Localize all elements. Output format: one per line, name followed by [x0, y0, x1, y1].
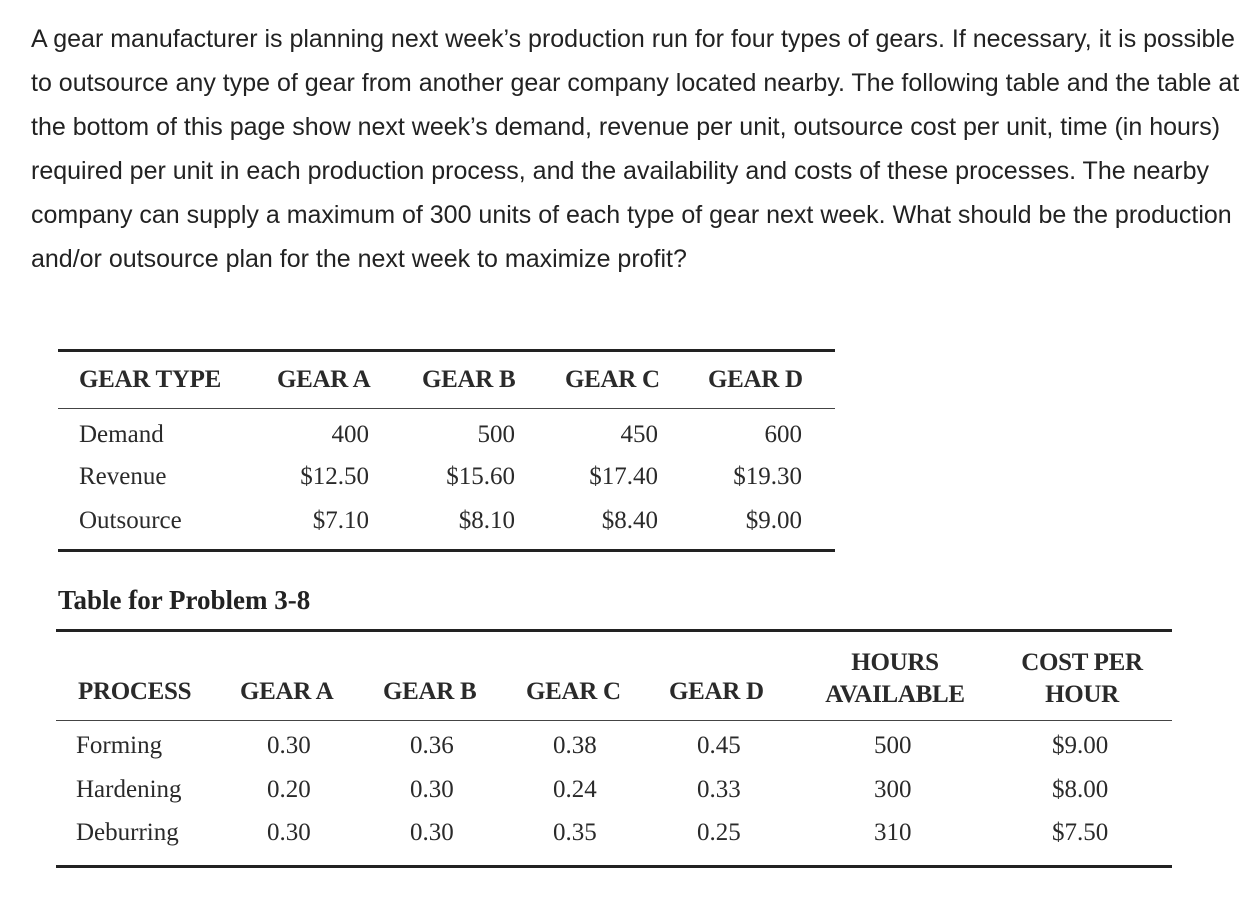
header-gear-c: GEAR C — [565, 366, 660, 393]
cell-cost: $7.50 — [1052, 819, 1109, 846]
cell-value: 0.20 — [267, 776, 311, 803]
header-gear-d: GEAR D — [708, 366, 803, 393]
table-body: Demand 400 500 450 600 Revenue $12.50 $1… — [58, 409, 835, 549]
table-header-row: PROCESS GEAR A GEAR B GEAR C GEAR D HOUR… — [56, 632, 1172, 720]
cell-value: 0.30 — [267, 732, 311, 759]
header-gear-b: GEAR B — [422, 366, 516, 393]
cell-value: 600 — [764, 421, 803, 448]
cell-value: 0.24 — [553, 776, 597, 803]
row-label: Forming — [76, 732, 163, 759]
table-top-rule — [58, 349, 835, 352]
table-header-row: GEAR TYPE GEAR A GEAR B GEAR C GEAR D — [58, 352, 835, 408]
cell-value: $19.30 — [733, 463, 802, 490]
table-top-rule — [56, 629, 1172, 632]
row-label: Hardening — [76, 776, 182, 803]
cell-value: 400 — [331, 421, 370, 448]
cell-value: $9.00 — [745, 507, 802, 534]
cell-value: $7.10 — [312, 507, 369, 534]
table-row: Outsource $7.10 $8.10 $8.40 $9.00 — [58, 507, 835, 549]
header-hours-line1: HOURS — [851, 649, 939, 676]
table-row: Revenue $12.50 $15.60 $17.40 $19.30 — [58, 463, 835, 505]
cell-value: 0.45 — [697, 732, 741, 759]
cell-value: 0.33 — [697, 776, 741, 803]
table-row: Demand 400 500 450 600 — [58, 421, 835, 463]
cell-value: 0.25 — [697, 819, 741, 846]
header-gear-c: GEAR C — [526, 678, 621, 705]
header-rule — [56, 720, 1172, 721]
cell-value: $17.40 — [589, 463, 658, 490]
process-data-table: PROCESS GEAR A GEAR B GEAR C GEAR D HOUR… — [56, 629, 1172, 868]
cell-hours: 300 — [874, 776, 912, 803]
header-gear-b: GEAR B — [383, 678, 477, 705]
cell-cost: $9.00 — [1052, 732, 1109, 759]
cell-value: 0.35 — [553, 819, 597, 846]
cell-value: 0.36 — [410, 732, 454, 759]
header-hours-line2: AVAILABLE — [825, 681, 965, 708]
cell-hours: 310 — [874, 819, 912, 846]
table-row: Forming 0.30 0.36 0.38 0.45 500 $9.00 — [56, 732, 1172, 776]
table-caption: Table for Problem 3-8 — [58, 585, 311, 615]
cell-value: $8.40 — [601, 507, 658, 534]
cell-value: 0.30 — [410, 776, 454, 803]
gear-data-table: GEAR TYPE GEAR A GEAR B GEAR C GEAR D De… — [58, 349, 835, 552]
cell-value: 450 — [620, 421, 659, 448]
header-process: PROCESS — [78, 678, 192, 705]
cell-cost: $8.00 — [1052, 776, 1109, 803]
cell-value: $12.50 — [300, 463, 369, 490]
table-body: Forming 0.30 0.36 0.38 0.45 500 $9.00 Ha… — [56, 721, 1172, 865]
cell-value: 0.30 — [410, 819, 454, 846]
header-hours-available: HOURS AVAILABLE — [812, 647, 978, 711]
header-cost-line1: COST PER — [1021, 649, 1143, 676]
header-cost-line2: HOUR — [1045, 681, 1119, 708]
problem-statement: A gear manufacturer is planning next wee… — [31, 25, 1240, 273]
cell-value: 0.30 — [267, 819, 311, 846]
header-gear-a: GEAR A — [277, 366, 371, 393]
table-row: Deburring 0.30 0.30 0.35 0.25 310 $7.50 — [56, 819, 1172, 863]
header-gear-a: GEAR A — [240, 678, 334, 705]
row-label: Outsource — [79, 507, 182, 534]
header-gear-type: GEAR TYPE — [79, 366, 222, 393]
cell-value: 0.38 — [553, 732, 597, 759]
cell-value: $8.10 — [458, 507, 515, 534]
cell-hours: 500 — [874, 732, 912, 759]
header-gear-d: GEAR D — [669, 678, 764, 705]
table-bottom-rule — [58, 549, 835, 552]
row-label: Deburring — [76, 819, 179, 846]
cell-value: 500 — [477, 421, 516, 448]
header-rule — [58, 408, 835, 409]
cell-value: $15.60 — [446, 463, 515, 490]
table-bottom-rule — [56, 865, 1172, 868]
row-label: Demand — [79, 421, 164, 448]
header-cost-per-hour: COST PER HOUR — [1006, 647, 1158, 711]
table-row: Hardening 0.20 0.30 0.24 0.33 300 $8.00 — [56, 776, 1172, 820]
row-label: Revenue — [79, 463, 167, 490]
